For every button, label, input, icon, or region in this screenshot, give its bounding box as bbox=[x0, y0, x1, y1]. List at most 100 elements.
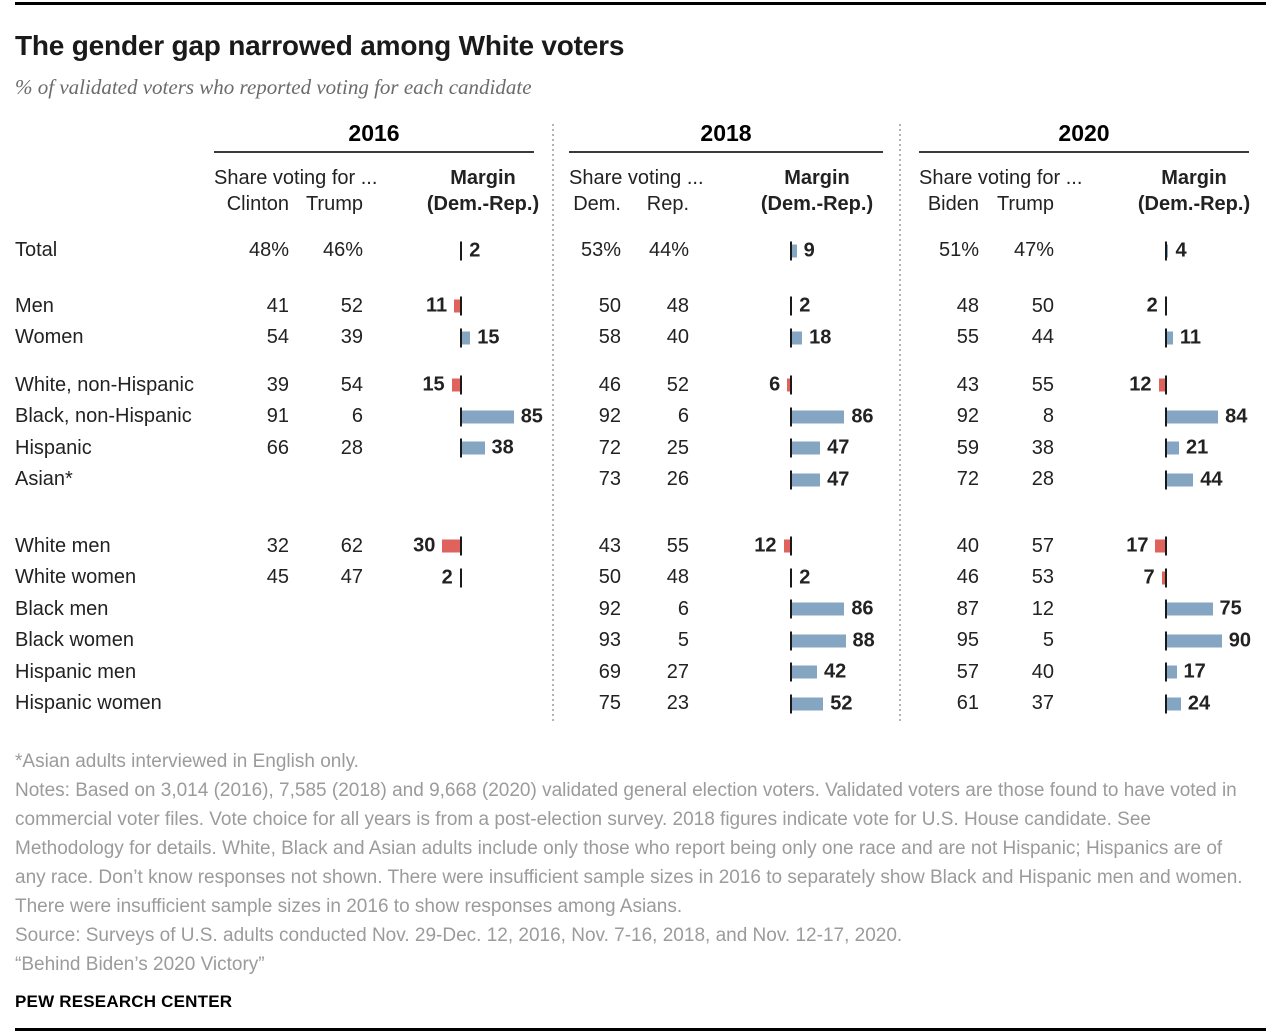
dem-margin-bar bbox=[1166, 602, 1213, 616]
rep-share-value: 48 bbox=[666, 294, 689, 317]
dem-share-value: 48 bbox=[956, 294, 979, 317]
rep-margin-bar bbox=[783, 539, 791, 553]
dem-share-value: 32 bbox=[266, 534, 289, 557]
dem-col-label-2016: Clinton bbox=[226, 193, 289, 215]
row-label: Hispanic women bbox=[15, 692, 162, 715]
table-row: Black women 93 5 88 95 5 90 bbox=[15, 625, 1252, 657]
year-group-cells: 95 5 90 bbox=[919, 625, 1252, 657]
margin-value: 11 bbox=[1179, 326, 1201, 349]
margin-value: 84 bbox=[1225, 405, 1248, 428]
baseline-tick bbox=[460, 407, 462, 427]
margin-value: 2 bbox=[469, 239, 481, 262]
dem-share-value: 91 bbox=[266, 405, 289, 428]
margin-value: 85 bbox=[520, 405, 543, 428]
dem-share-value: 72 bbox=[956, 468, 979, 491]
page-title: The gender gap narrowed among White vote… bbox=[15, 30, 625, 61]
dem-margin-bar bbox=[1166, 697, 1181, 711]
margin-value: 15 bbox=[422, 373, 445, 396]
year-group-cells: 75 23 52 bbox=[569, 688, 883, 720]
dem-margin-bar bbox=[461, 441, 485, 455]
table-row: Asian* 73 26 47 72 28 44 bbox=[15, 464, 1250, 496]
footnotes: *Asian adults interviewed in English onl… bbox=[15, 747, 1255, 979]
dem-margin-bar bbox=[791, 634, 846, 648]
margin-bar-cell: 12 bbox=[1054, 370, 1249, 402]
dem-share-value: 92 bbox=[598, 597, 621, 620]
rep-share-value: 28 bbox=[1031, 468, 1054, 491]
rep-share-value: 12 bbox=[1031, 597, 1054, 620]
dem-margin-bar bbox=[1166, 634, 1222, 648]
year-header-2016: 2016 bbox=[214, 120, 534, 153]
margin-bar-cell: 24 bbox=[1054, 688, 1249, 720]
baseline-tick bbox=[1165, 296, 1167, 316]
margin-value: 90 bbox=[1228, 629, 1252, 652]
year-group-cells: 53% 44% 9 bbox=[569, 235, 883, 267]
margin-header-2020: Margin bbox=[1161, 167, 1227, 189]
margin-bar-cell: 47 bbox=[689, 433, 883, 465]
year-group-cells: 61 37 24 bbox=[919, 688, 1249, 720]
dem-margin-bar bbox=[1166, 331, 1173, 345]
margin-value: 12 bbox=[1129, 373, 1152, 396]
dem-share-value: 53% bbox=[580, 239, 621, 262]
margin-value: 6 bbox=[769, 373, 781, 396]
baseline-tick bbox=[1165, 536, 1167, 556]
margin-value: 2 bbox=[1146, 294, 1158, 317]
rep-share-value: 8 bbox=[1042, 405, 1054, 428]
row-label: Black, non-Hispanic bbox=[15, 405, 192, 428]
year-group-cells: 32 62 30 bbox=[214, 531, 534, 563]
margin-bar-cell: 11 bbox=[1054, 322, 1249, 354]
margin-sublabel-2020: (Dem.-Rep.) bbox=[1137, 193, 1251, 215]
year-group-cells bbox=[214, 594, 534, 626]
row-group-spacer bbox=[15, 267, 1250, 291]
year-group-cells: 43 55 12 bbox=[919, 370, 1249, 402]
baseline-tick bbox=[1165, 328, 1167, 348]
dem-share-value: 54 bbox=[266, 326, 289, 349]
dem-share-value: 50 bbox=[598, 566, 621, 589]
row-label: White women bbox=[15, 566, 137, 589]
baseline-tick bbox=[790, 328, 792, 348]
rep-share-value: 27 bbox=[666, 660, 689, 683]
dem-share-value: 75 bbox=[598, 692, 621, 715]
table-row: Black, non-Hispanic 91 6 85 92 6 86 92 8 84 bbox=[15, 401, 1250, 433]
year-header-2018: 2018 bbox=[569, 120, 883, 153]
baseline-tick bbox=[460, 438, 462, 458]
year-group-cells bbox=[214, 464, 534, 496]
subheader-row-2: Clinton Trump (Dem.-Rep.) Dem. Rep. (Dem… bbox=[15, 190, 1250, 218]
share-header-2018: Share voting ... bbox=[569, 167, 704, 189]
rep-share-value: 6 bbox=[677, 405, 689, 428]
dem-share-value: 39 bbox=[266, 373, 289, 396]
rep-margin-bar bbox=[442, 539, 461, 553]
margin-value: 30 bbox=[413, 534, 436, 557]
baseline-tick bbox=[790, 470, 792, 490]
dem-share-value: 43 bbox=[956, 373, 979, 396]
rep-share-value: 5 bbox=[1042, 629, 1054, 652]
margin-bar-cell: 7 bbox=[1054, 562, 1249, 594]
year-group-cells: 91 6 85 bbox=[214, 401, 543, 433]
year-group-cells: 48 50 2 bbox=[919, 291, 1249, 323]
dem-share-value: 58 bbox=[598, 326, 621, 349]
rep-share-value: 55 bbox=[666, 534, 689, 557]
dem-share-value: 50 bbox=[598, 294, 621, 317]
dem-share-value: 40 bbox=[956, 534, 979, 557]
margin-value: 47 bbox=[827, 468, 850, 491]
column-separator-2 bbox=[899, 124, 901, 724]
dem-share-value: 72 bbox=[598, 436, 621, 459]
dem-margin-bar bbox=[1166, 441, 1180, 455]
year-group-cells: 45 47 2 bbox=[214, 562, 534, 594]
rep-share-value: 46% bbox=[322, 239, 363, 262]
baseline-tick bbox=[460, 568, 462, 588]
dem-col-label-2018: Dem. bbox=[573, 193, 621, 215]
baseline-tick bbox=[1165, 662, 1167, 682]
baseline-tick bbox=[790, 631, 792, 651]
year-group-cells: 54 39 15 bbox=[214, 322, 534, 354]
margin-bar-cell: 84 bbox=[1054, 401, 1249, 433]
baseline-tick bbox=[1165, 407, 1167, 427]
dem-share-value: 92 bbox=[956, 405, 979, 428]
baseline-tick bbox=[790, 241, 792, 261]
margin-value: 52 bbox=[830, 692, 853, 715]
table-row: White, non-Hispanic 39 54 15 46 52 6 43 55 12 bbox=[15, 370, 1250, 402]
margin-bar-cell: 75 bbox=[1054, 594, 1249, 626]
table-row: Hispanic 66 28 38 72 25 47 59 38 21 bbox=[15, 433, 1250, 465]
margin-value: 17 bbox=[1183, 660, 1206, 683]
dem-share-value: 51% bbox=[938, 239, 979, 262]
baseline-tick bbox=[460, 296, 462, 316]
